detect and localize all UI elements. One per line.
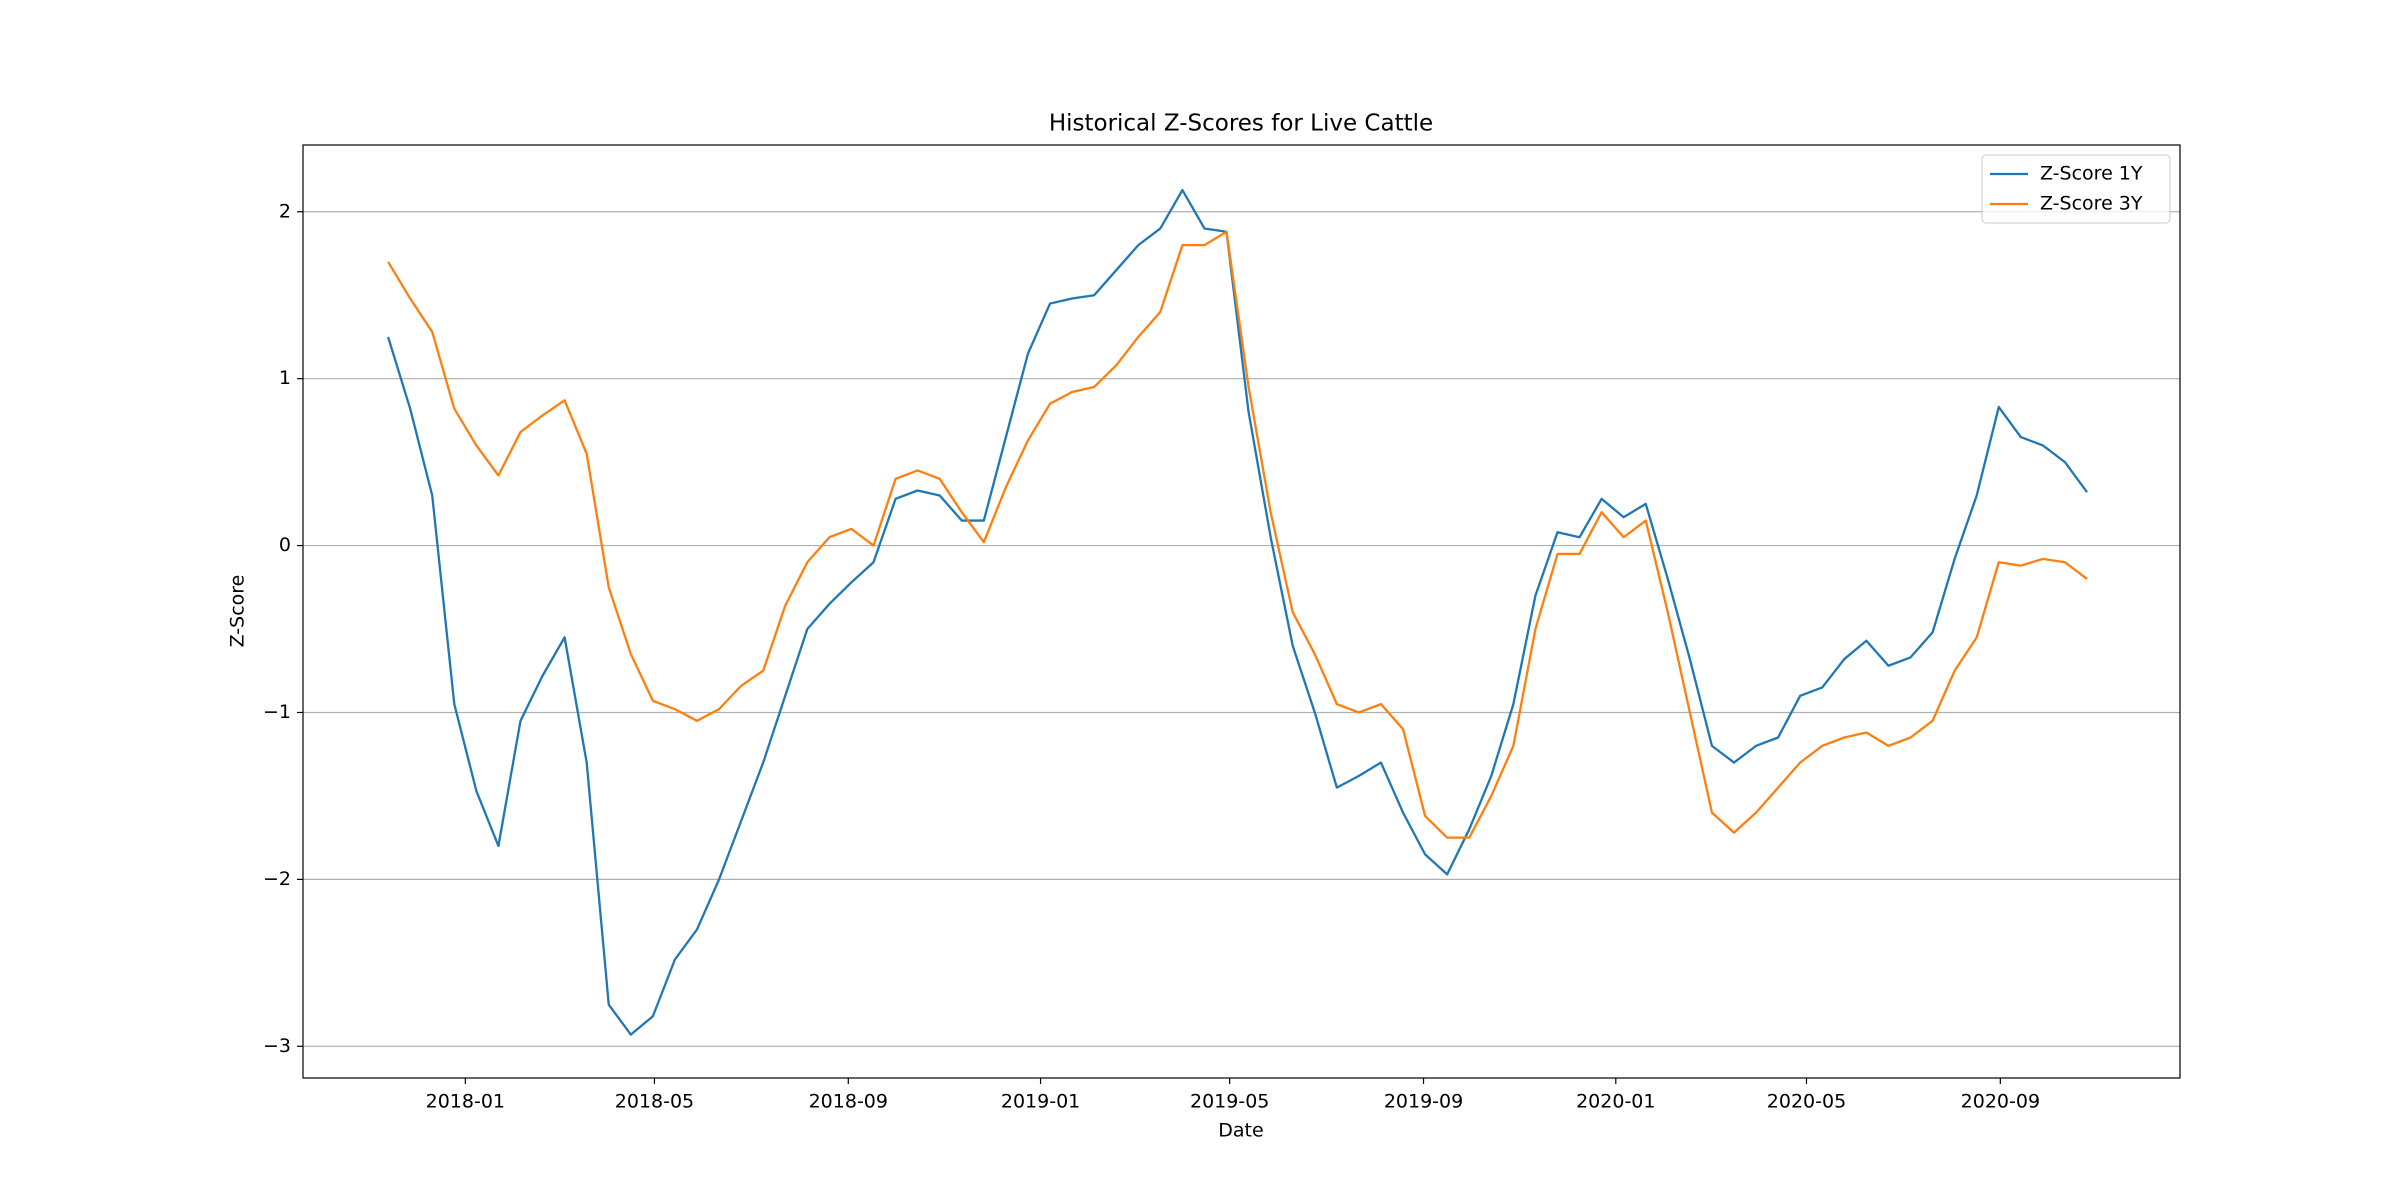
legend-label: Z-Score 3Y	[2040, 193, 2143, 215]
series-line	[387, 230, 2088, 839]
y-tick-label: 1	[279, 367, 291, 389]
legend-label: Z-Score 1Y	[2040, 163, 2143, 185]
series-line	[387, 188, 2088, 1036]
x-tick-label: 2020-01	[1576, 1091, 1655, 1113]
y-tick-label: −2	[263, 868, 291, 890]
x-axis-label: Date	[1218, 1120, 1263, 1142]
x-tick-label: 2018-05	[615, 1091, 694, 1113]
legend-box	[1981, 154, 2171, 224]
x-tick-label: 2018-09	[809, 1091, 888, 1113]
x-tick-label: 2020-05	[1767, 1091, 1846, 1113]
chart-title: Historical Z-Scores for Live Cattle	[1049, 111, 1433, 137]
y-tick-label: 2	[279, 200, 291, 222]
x-tick-label: 2019-01	[1001, 1091, 1080, 1113]
plot-frame	[302, 144, 2181, 1079]
y-tick-label: −1	[263, 701, 291, 723]
x-tick-label: 2020-09	[1961, 1091, 2040, 1113]
x-tick-label: 2018-01	[426, 1091, 505, 1113]
x-tick-label: 2019-05	[1190, 1091, 1269, 1113]
y-tick-label: 0	[279, 534, 291, 556]
y-tick-label: −3	[263, 1035, 291, 1057]
x-tick-label: 2019-09	[1384, 1091, 1463, 1113]
y-axis-label: Z-Score	[227, 575, 249, 648]
